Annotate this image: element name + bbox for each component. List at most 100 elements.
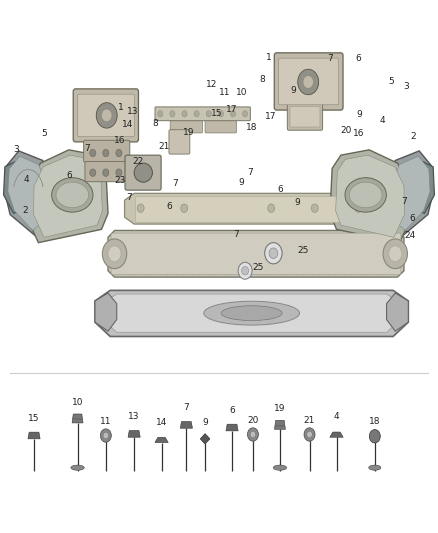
Text: 6: 6 bbox=[355, 54, 361, 62]
Circle shape bbox=[269, 248, 278, 259]
Text: 18: 18 bbox=[246, 123, 258, 132]
Text: 8: 8 bbox=[260, 75, 265, 84]
Circle shape bbox=[103, 169, 109, 176]
Circle shape bbox=[182, 111, 187, 117]
FancyBboxPatch shape bbox=[169, 130, 190, 154]
Text: 9: 9 bbox=[356, 110, 362, 119]
Circle shape bbox=[369, 430, 380, 443]
Polygon shape bbox=[104, 294, 399, 332]
FancyBboxPatch shape bbox=[155, 107, 251, 120]
Text: 2: 2 bbox=[410, 132, 416, 141]
Circle shape bbox=[355, 204, 362, 213]
Polygon shape bbox=[28, 432, 40, 439]
Circle shape bbox=[116, 169, 122, 176]
FancyBboxPatch shape bbox=[84, 140, 130, 162]
Circle shape bbox=[102, 109, 112, 122]
Text: 7: 7 bbox=[85, 144, 90, 153]
Text: 23: 23 bbox=[114, 176, 125, 185]
Circle shape bbox=[181, 204, 187, 213]
Circle shape bbox=[158, 111, 163, 117]
FancyBboxPatch shape bbox=[290, 107, 320, 127]
FancyBboxPatch shape bbox=[170, 115, 202, 133]
Text: 7: 7 bbox=[402, 197, 407, 206]
Ellipse shape bbox=[273, 465, 286, 470]
FancyBboxPatch shape bbox=[73, 89, 138, 142]
Polygon shape bbox=[4, 161, 24, 214]
Text: 13: 13 bbox=[128, 413, 140, 421]
FancyBboxPatch shape bbox=[85, 161, 129, 182]
Circle shape bbox=[304, 428, 315, 441]
Circle shape bbox=[250, 431, 256, 438]
Ellipse shape bbox=[71, 465, 84, 470]
Text: 7: 7 bbox=[327, 54, 333, 62]
Ellipse shape bbox=[52, 177, 93, 212]
Text: 7: 7 bbox=[184, 403, 189, 413]
Text: 4: 4 bbox=[379, 116, 385, 125]
Text: 15: 15 bbox=[28, 414, 40, 423]
Text: 17: 17 bbox=[265, 112, 276, 121]
Text: 17: 17 bbox=[226, 104, 238, 114]
Text: 7: 7 bbox=[173, 179, 178, 188]
Polygon shape bbox=[5, 151, 53, 236]
Text: 20: 20 bbox=[247, 416, 258, 424]
Circle shape bbox=[238, 262, 252, 279]
Circle shape bbox=[194, 111, 199, 117]
Text: 25: 25 bbox=[297, 246, 308, 255]
Text: 1: 1 bbox=[266, 53, 272, 62]
Text: 6: 6 bbox=[166, 202, 172, 211]
Text: 21: 21 bbox=[158, 142, 170, 151]
Circle shape bbox=[137, 204, 144, 213]
Text: 22: 22 bbox=[132, 157, 143, 166]
Text: 9: 9 bbox=[290, 86, 296, 95]
FancyBboxPatch shape bbox=[274, 53, 343, 110]
Text: 2: 2 bbox=[22, 206, 28, 215]
Polygon shape bbox=[72, 414, 83, 423]
Text: 3: 3 bbox=[403, 82, 409, 91]
Circle shape bbox=[90, 149, 96, 157]
Text: 1: 1 bbox=[118, 103, 124, 112]
Text: 7: 7 bbox=[126, 193, 132, 202]
Circle shape bbox=[268, 204, 275, 213]
Circle shape bbox=[103, 432, 109, 439]
Ellipse shape bbox=[345, 177, 386, 212]
Text: 6: 6 bbox=[410, 214, 416, 223]
Text: 25: 25 bbox=[252, 263, 264, 272]
Polygon shape bbox=[124, 193, 390, 224]
Text: 24: 24 bbox=[404, 231, 415, 240]
Polygon shape bbox=[128, 431, 140, 437]
Polygon shape bbox=[414, 161, 434, 214]
Circle shape bbox=[218, 111, 223, 117]
Circle shape bbox=[242, 266, 249, 275]
Circle shape bbox=[116, 149, 122, 157]
Circle shape bbox=[206, 111, 212, 117]
Ellipse shape bbox=[221, 306, 282, 320]
Polygon shape bbox=[200, 434, 210, 444]
Polygon shape bbox=[180, 422, 192, 428]
Polygon shape bbox=[330, 432, 343, 437]
Text: 7: 7 bbox=[233, 230, 239, 239]
Text: 15: 15 bbox=[211, 109, 223, 118]
Text: 10: 10 bbox=[72, 398, 83, 407]
Circle shape bbox=[303, 76, 314, 88]
Text: 9: 9 bbox=[294, 198, 300, 207]
Text: 8: 8 bbox=[152, 119, 158, 128]
Text: 3: 3 bbox=[14, 146, 20, 155]
Ellipse shape bbox=[134, 163, 152, 182]
Polygon shape bbox=[226, 424, 238, 431]
Circle shape bbox=[265, 243, 282, 264]
Text: 10: 10 bbox=[237, 87, 248, 96]
FancyBboxPatch shape bbox=[111, 233, 401, 274]
Polygon shape bbox=[8, 156, 47, 230]
Polygon shape bbox=[95, 290, 408, 336]
Circle shape bbox=[170, 111, 175, 117]
Polygon shape bbox=[28, 150, 108, 243]
Text: 16: 16 bbox=[353, 130, 364, 139]
Text: 12: 12 bbox=[206, 80, 217, 89]
Circle shape bbox=[298, 69, 319, 95]
Circle shape bbox=[96, 103, 117, 128]
Polygon shape bbox=[275, 421, 286, 429]
Circle shape bbox=[103, 149, 109, 157]
FancyBboxPatch shape bbox=[78, 94, 134, 136]
Text: 19: 19 bbox=[183, 128, 194, 138]
Text: 4: 4 bbox=[24, 174, 29, 183]
